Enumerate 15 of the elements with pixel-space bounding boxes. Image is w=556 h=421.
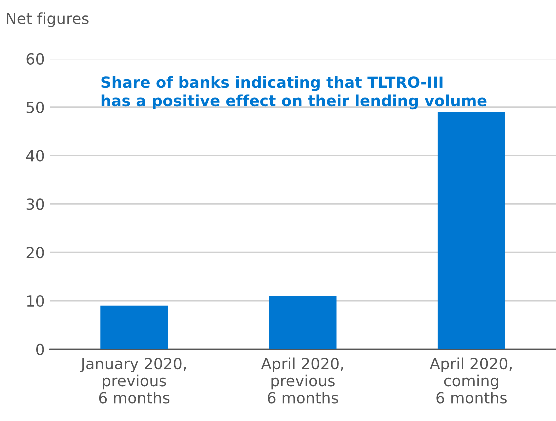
y-tick-label: 30 <box>26 198 44 210</box>
y-tick-label: 0 <box>36 344 44 356</box>
x-tick-label: April 2020, previous 6 months <box>261 358 344 404</box>
bar <box>100 306 168 350</box>
bar <box>269 296 337 350</box>
y-tick-label: 60 <box>26 53 44 65</box>
x-tick-label: April 2020, coming 6 months <box>430 358 512 404</box>
y-axis-title: Net figures <box>7 12 89 28</box>
text: Share of banks indicating that TLTRO-III has a positive effect on their lending volume <box>102 76 487 110</box>
y-tick-label: 50 <box>26 102 44 114</box>
y-tick-label: 10 <box>27 295 44 308</box>
x-tick-label: January 2020, previous 6 months <box>80 358 186 404</box>
y-tick-label: 40 <box>26 150 44 162</box>
bar <box>438 112 506 350</box>
y-tick-label: 20 <box>26 247 44 259</box>
